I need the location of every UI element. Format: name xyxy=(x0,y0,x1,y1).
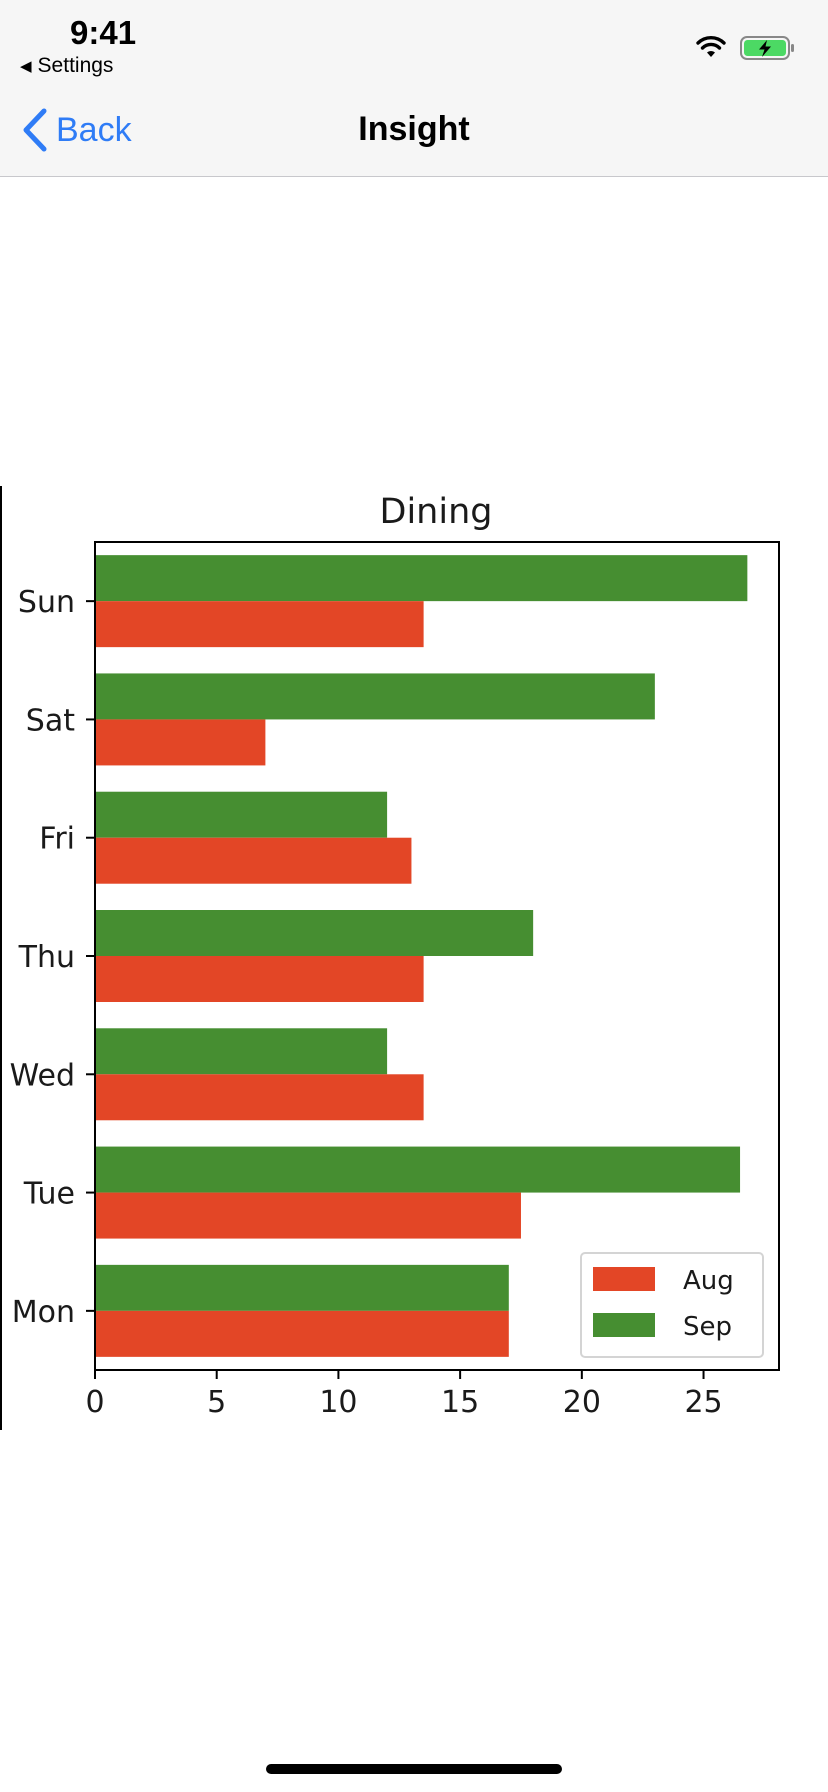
y-tick-label-wed: Wed xyxy=(10,1058,75,1093)
bar-aug-mon xyxy=(95,1310,509,1357)
legend-label-sep: Sep xyxy=(683,1312,732,1342)
chart-container: Dining Mon Tue Wed Thu Fri Sat Sun 0 5 10 15 20 25 … xyxy=(0,486,828,1432)
legend-swatch-aug xyxy=(593,1267,655,1291)
bars-group xyxy=(95,555,748,1357)
page-title: Insight xyxy=(358,110,470,148)
battery-charging-icon xyxy=(740,36,796,67)
bar-sep-fri xyxy=(95,791,388,838)
y-axis: Mon Tue Wed Thu Fri Sat Sun xyxy=(10,585,95,1330)
bar-sep-wed xyxy=(95,1028,388,1075)
back-triangle-icon: ◀ xyxy=(20,58,32,75)
x-tick-label-25: 25 xyxy=(684,1385,722,1420)
bar-sep-thu xyxy=(95,910,534,956)
bar-sep-sat xyxy=(95,673,655,720)
bar-sep-sun xyxy=(95,555,748,602)
y-tick-label-mon: Mon xyxy=(12,1295,75,1330)
bar-aug-sun xyxy=(95,601,424,648)
chart-title: Dining xyxy=(380,492,493,532)
status-bar: 9:41 ◀ Settings xyxy=(0,0,828,80)
wifi-icon xyxy=(695,35,727,64)
x-tick-label-15: 15 xyxy=(441,1385,479,1420)
bar-aug-fri xyxy=(95,837,412,884)
bar-aug-thu xyxy=(95,956,424,1002)
back-to-app-label: Settings xyxy=(37,54,114,77)
y-tick-label-fri: Fri xyxy=(39,822,75,857)
bar-sep-mon xyxy=(95,1264,509,1311)
bar-aug-sat xyxy=(95,719,266,766)
bar-sep-tue xyxy=(95,1146,741,1193)
legend: Aug Sep xyxy=(580,1252,764,1358)
bar-aug-tue xyxy=(95,1192,521,1239)
home-indicator xyxy=(266,1764,562,1774)
back-button[interactable]: Back xyxy=(22,108,132,152)
x-tick-label-20: 20 xyxy=(563,1385,601,1420)
x-tick-label-10: 10 xyxy=(319,1385,357,1420)
y-tick-label-tue: Tue xyxy=(23,1177,75,1212)
x-tick-label-5: 5 xyxy=(207,1385,226,1420)
y-tick-label-sat: Sat xyxy=(26,703,75,738)
status-time: 9:41 xyxy=(70,14,137,51)
x-tick-label-0: 0 xyxy=(85,1385,104,1420)
back-to-app-link[interactable]: ◀ Settings xyxy=(20,54,113,78)
navigation-bar: Back Insight xyxy=(0,80,828,177)
back-button-label: Back xyxy=(56,110,132,149)
bar-aug-wed xyxy=(95,1074,424,1121)
x-axis: 0 5 10 15 20 25 xyxy=(85,1370,723,1420)
legend-swatch-sep xyxy=(593,1313,655,1337)
chevron-left-icon xyxy=(23,108,47,152)
y-tick-label-sun: Sun xyxy=(18,585,75,620)
chart-image-left-border xyxy=(0,486,2,1430)
legend-label-aug: Aug xyxy=(683,1266,734,1296)
y-tick-label-thu: Thu xyxy=(18,940,75,975)
